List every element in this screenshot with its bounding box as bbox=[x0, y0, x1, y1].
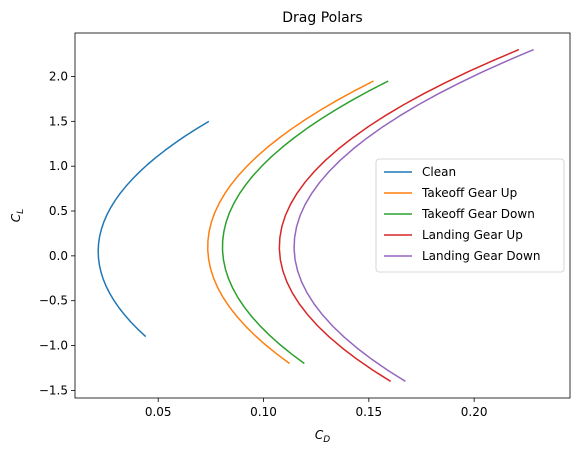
chart-title: Drag Polars bbox=[282, 10, 362, 26]
plot-area bbox=[97, 48, 534, 383]
legend-frame bbox=[375, 158, 565, 273]
x-axis-label-main: C bbox=[315, 428, 324, 442]
y-axis-label-sub: L bbox=[16, 209, 26, 214]
legend: Clean Takeoff Gear Up Takeoff Gear Down Lan… bbox=[375, 158, 565, 273]
series-line-3 bbox=[278, 48, 520, 383]
legend-label: Takeoff Gear Up bbox=[421, 186, 517, 200]
series-line-2 bbox=[221, 80, 389, 365]
y-tick-label: 1.5 bbox=[49, 114, 68, 128]
series-line-0 bbox=[97, 120, 210, 338]
y-tick-label: 1.0 bbox=[49, 159, 68, 173]
y-axis-label: CL bbox=[9, 209, 26, 222]
series-line-4 bbox=[293, 48, 534, 383]
y-tick-label: 2.0 bbox=[49, 69, 68, 83]
y-tick-label: 0.5 bbox=[49, 204, 68, 218]
x-tick-label: 0.20 bbox=[461, 405, 488, 419]
x-tick-label: 0.15 bbox=[355, 405, 382, 419]
x-tick-label: 0.10 bbox=[250, 405, 277, 419]
series-line-1 bbox=[207, 80, 374, 365]
x-tick-label: 0.05 bbox=[145, 405, 172, 419]
legend-label: Clean bbox=[422, 165, 456, 179]
legend-label: Landing Gear Up bbox=[422, 228, 523, 242]
plot-frame bbox=[74, 32, 571, 399]
y-tick-label: −1.5 bbox=[39, 383, 68, 397]
y-axis: −1.5 −1.0 −0.5 0.0 0.5 1.0 1.5 2.0 bbox=[39, 69, 75, 397]
y-tick-label: −0.5 bbox=[39, 294, 68, 308]
x-axis-label: CD bbox=[315, 428, 330, 445]
y-tick-label: −1.0 bbox=[39, 339, 68, 353]
x-axis: 0.05 0.10 0.15 0.20 bbox=[145, 398, 488, 419]
x-axis-label-sub: D bbox=[323, 435, 330, 445]
legend-label: Takeoff Gear Down bbox=[421, 207, 535, 221]
y-tick-label: 0.0 bbox=[49, 249, 68, 263]
legend-label: Landing Gear Down bbox=[422, 249, 540, 263]
y-axis-label-main: C bbox=[9, 213, 23, 222]
